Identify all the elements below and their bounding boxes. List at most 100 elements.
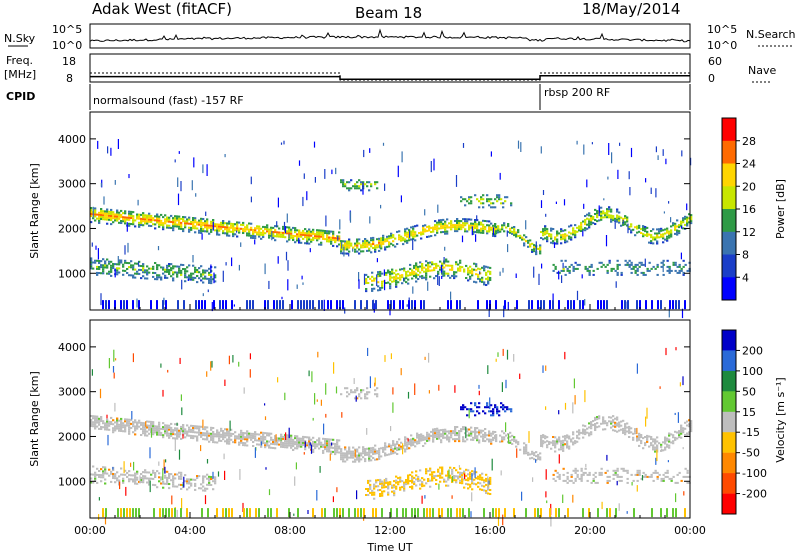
echo-cell xyxy=(426,431,429,434)
echo-cell xyxy=(190,272,193,275)
echo-cell xyxy=(440,441,443,444)
echo-cell xyxy=(466,230,469,233)
echo-cell xyxy=(104,478,107,481)
echo-cell xyxy=(503,438,506,441)
echo-cell xyxy=(388,445,391,448)
echo-speckle xyxy=(137,261,140,266)
echo-cell xyxy=(280,443,283,446)
echo-cell xyxy=(420,439,423,442)
echo-cell xyxy=(646,436,649,439)
echo-cell xyxy=(286,226,289,229)
echo-cell xyxy=(348,246,351,249)
echo-speckle xyxy=(200,445,202,452)
echo-cell xyxy=(344,456,347,459)
echo-cell xyxy=(584,471,587,474)
echo-cell xyxy=(430,231,433,234)
echo-cell xyxy=(176,435,179,438)
echo-cell xyxy=(114,215,117,218)
echo-cell xyxy=(168,269,171,272)
echo-cell xyxy=(604,212,607,215)
echo-cell xyxy=(486,402,489,405)
echo-cell xyxy=(122,473,125,476)
echo-cell xyxy=(90,415,93,418)
echo-cell xyxy=(102,270,105,273)
echo-cell xyxy=(258,229,261,232)
echo-cell xyxy=(196,435,199,438)
echo-cell xyxy=(136,217,139,220)
echo-cell xyxy=(228,430,231,433)
echo-speckle xyxy=(115,358,117,361)
echo-cell xyxy=(535,455,538,458)
echo-cell xyxy=(154,272,157,275)
echo-cell xyxy=(164,482,167,485)
echo-cell xyxy=(236,223,239,226)
echo-cell xyxy=(212,435,215,438)
near-range-echo xyxy=(162,300,164,310)
echo-cell xyxy=(642,225,645,228)
echo-cell xyxy=(494,206,497,209)
echo-speckle xyxy=(562,262,564,269)
echo-cell xyxy=(410,442,413,445)
echo-cell xyxy=(379,489,382,492)
echo-speckle xyxy=(287,279,289,291)
echo-cell xyxy=(130,217,133,220)
echo-cell xyxy=(488,204,491,207)
echo-speckle xyxy=(363,149,365,158)
echo-speckle xyxy=(572,494,574,503)
echo-cell xyxy=(198,431,201,434)
echo-cell xyxy=(408,237,411,240)
echo-cell xyxy=(258,433,261,436)
echo-cell xyxy=(636,269,639,272)
echo-cell xyxy=(210,428,213,431)
echo-cell xyxy=(206,277,209,280)
echo-cell xyxy=(138,223,141,226)
echo-cell xyxy=(214,280,217,283)
echo-cell xyxy=(614,429,617,432)
echo-cell xyxy=(425,276,428,279)
echo-cell xyxy=(463,478,466,481)
echo-cell xyxy=(624,215,627,218)
echo-cell xyxy=(118,479,121,482)
echo-cell xyxy=(469,271,472,274)
echo-cell xyxy=(130,427,133,430)
echo-cell xyxy=(290,440,293,443)
echo-cell xyxy=(408,447,411,450)
echo-cell xyxy=(572,269,575,272)
echo-cell xyxy=(164,218,167,221)
echo-cell xyxy=(525,452,528,455)
echo-speckle xyxy=(440,265,442,273)
echo-cell xyxy=(346,248,349,251)
echo-cell xyxy=(415,478,418,481)
echo-cell xyxy=(670,433,673,436)
echo-speckle xyxy=(217,471,220,477)
echo-cell xyxy=(470,438,473,441)
echo-speckle xyxy=(339,219,341,230)
echo-cell xyxy=(652,444,655,447)
echo-cell xyxy=(682,429,685,432)
echo-cell xyxy=(444,220,447,223)
echo-speckle xyxy=(164,466,166,474)
echo-cell xyxy=(566,434,569,437)
echo-cell xyxy=(464,440,467,443)
echo-cell xyxy=(156,217,159,220)
echo-cell xyxy=(348,450,351,453)
echo-cell xyxy=(250,438,253,441)
echo-cell xyxy=(344,387,347,390)
echo-cell xyxy=(358,454,361,457)
echo-cell xyxy=(216,223,219,226)
echo-cell xyxy=(556,238,559,241)
echo-cell xyxy=(200,225,203,228)
echo-cell xyxy=(501,224,504,227)
echo-cell xyxy=(184,432,187,435)
echo-speckle xyxy=(98,497,100,501)
colorbar-cell xyxy=(722,209,736,233)
echo-cell xyxy=(588,222,591,225)
echo-speckle xyxy=(501,382,503,392)
echo-speckle xyxy=(149,480,151,493)
echo-cell xyxy=(366,397,369,400)
echo-speckle xyxy=(622,219,624,224)
echo-cell xyxy=(600,265,603,268)
near-range-echo xyxy=(342,300,344,310)
echo-cell xyxy=(200,425,203,428)
echo-cell xyxy=(148,483,151,486)
